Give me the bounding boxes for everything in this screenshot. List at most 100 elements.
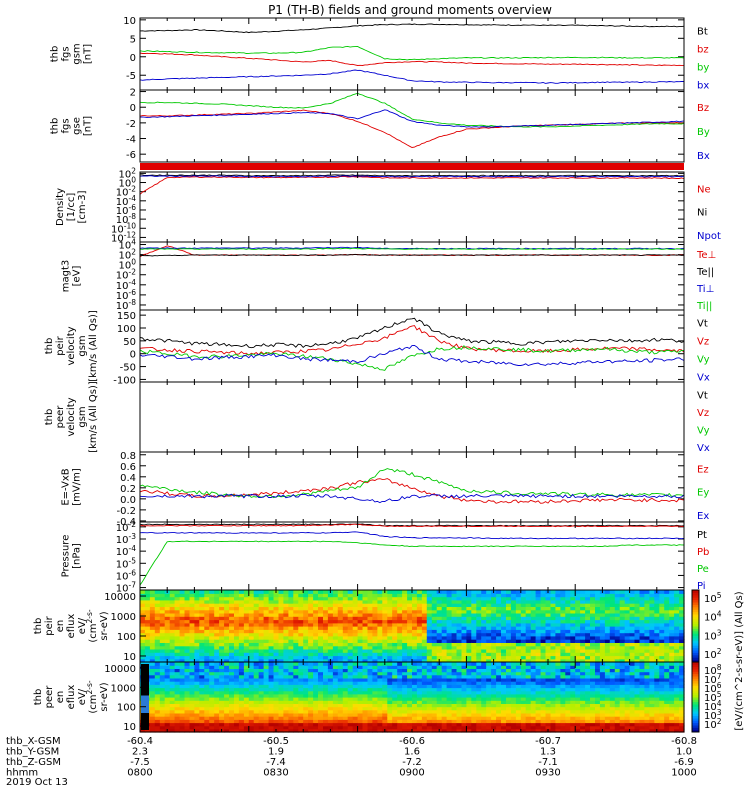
spectrogram-cell [397, 722, 403, 727]
y-axis-label-line: Density [55, 188, 66, 226]
spectrogram-cell [224, 619, 230, 624]
spectrogram-cell [669, 593, 675, 598]
spectrogram-cell [392, 622, 398, 627]
spectrogram-cell [387, 655, 393, 660]
spectrogram-cell [327, 648, 334, 653]
spectrogram-cell [456, 635, 462, 640]
spectrogram-cell [278, 716, 284, 720]
spectrogram-cell [268, 674, 275, 679]
spectrogram-cell [313, 612, 319, 617]
spectrogram-cell [164, 612, 171, 617]
spectrogram-cell [243, 700, 250, 704]
spectrogram-cell [387, 606, 393, 611]
spectrogram-cell [545, 684, 551, 689]
spectrogram-cell [253, 662, 260, 666]
spectrogram-cell [209, 671, 215, 676]
spectrogram-cell [219, 719, 225, 724]
spectrogram-cell [421, 616, 428, 621]
spectrogram-cell [525, 709, 532, 714]
spectrogram-cell [179, 619, 186, 624]
spectrogram-cell [318, 703, 324, 708]
spectrogram-cell [565, 635, 571, 640]
spectrogram-cell [392, 609, 398, 614]
spectrogram-cell [209, 599, 215, 604]
spectrogram-cell [555, 693, 561, 698]
spectrogram-cell [149, 709, 156, 714]
spectrogram-cell [555, 684, 561, 689]
spectrogram-cell [303, 690, 309, 695]
spectrogram-cell [580, 626, 586, 630]
spectrogram-cell [565, 693, 571, 698]
spectrogram-cell [451, 687, 458, 692]
spectrogram-cell [535, 719, 542, 724]
spectrogram-cell [629, 609, 636, 614]
spectrogram-cell [159, 716, 166, 720]
spectrogram-cell [416, 622, 423, 627]
spectrogram-cell [288, 687, 294, 692]
spectrogram-cell [362, 684, 368, 689]
spectrogram-cell [159, 728, 166, 733]
spectrogram-cell [149, 619, 156, 624]
spectrogram-cell [362, 671, 368, 676]
spectrogram-cell [451, 642, 458, 647]
spectrogram-cell [456, 681, 462, 685]
spectrogram-cell [298, 706, 304, 711]
spectrogram-cell [377, 728, 383, 733]
spectrogram-cell [278, 609, 284, 614]
spectrogram-cell [268, 596, 275, 601]
spectrogram-cell [535, 681, 542, 685]
spectrogram-cell [224, 648, 230, 653]
spectrogram-cell [140, 629, 146, 634]
spectrogram-cell [194, 590, 200, 594]
spectrogram-cell [149, 684, 156, 689]
spectrogram-cell [229, 681, 235, 685]
spectrogram-cell [436, 719, 443, 724]
spectrogram-cell [377, 645, 383, 650]
spectrogram-cell [407, 648, 413, 653]
spectrogram-cell [476, 652, 482, 657]
spectrogram-cell [288, 652, 294, 657]
spectrogram-cell [451, 700, 458, 704]
spectrogram-cell [248, 712, 255, 717]
spectrogram-cell [238, 622, 245, 627]
spectrogram-cell [416, 599, 423, 604]
spectrogram-cell [506, 596, 512, 601]
spectrogram-cell [510, 681, 517, 685]
spectrogram-cell [669, 655, 675, 660]
spectrogram-cell [273, 629, 279, 634]
spectrogram-cell [431, 693, 438, 698]
spectrogram-cell [565, 639, 571, 643]
spectrogram-cell [224, 629, 230, 634]
spectrogram-cell [199, 684, 205, 689]
spectrogram-cell [224, 728, 230, 733]
spectrogram-cell [520, 603, 527, 607]
spectrogram-cell [313, 668, 319, 673]
spectrogram-cell [520, 681, 527, 685]
spectrogram-cell [525, 687, 532, 692]
spectrogram-cell [377, 662, 383, 666]
spectrogram-cell [219, 635, 225, 640]
spectrogram-cell [654, 596, 660, 601]
spectrogram-cell [174, 619, 181, 624]
spectrogram-cell [323, 603, 329, 607]
spectrogram-cell [367, 671, 373, 676]
spectrogram-cell [412, 712, 418, 717]
spectrogram-cell [347, 658, 354, 663]
spectrogram-cell [466, 635, 472, 640]
spectrogram-cell [248, 697, 255, 701]
spectrogram-cell [466, 626, 472, 630]
spectrogram-cell [214, 645, 220, 650]
spectrogram-cell [313, 700, 319, 704]
spectrogram-cell [669, 619, 675, 624]
spectrogram-cell [382, 706, 388, 711]
spectrogram-cell [258, 652, 265, 657]
spectrogram-cell [515, 648, 522, 653]
spectrogram-cell [174, 671, 181, 676]
spectrogram-cell [471, 662, 477, 666]
spectrogram-cell [560, 674, 566, 679]
spectrogram-cell [169, 684, 176, 689]
spectrogram-cell [194, 684, 200, 689]
spectrogram-cell [179, 681, 186, 685]
spectrogram-cell [184, 609, 190, 614]
spectrogram-cell [234, 593, 240, 598]
